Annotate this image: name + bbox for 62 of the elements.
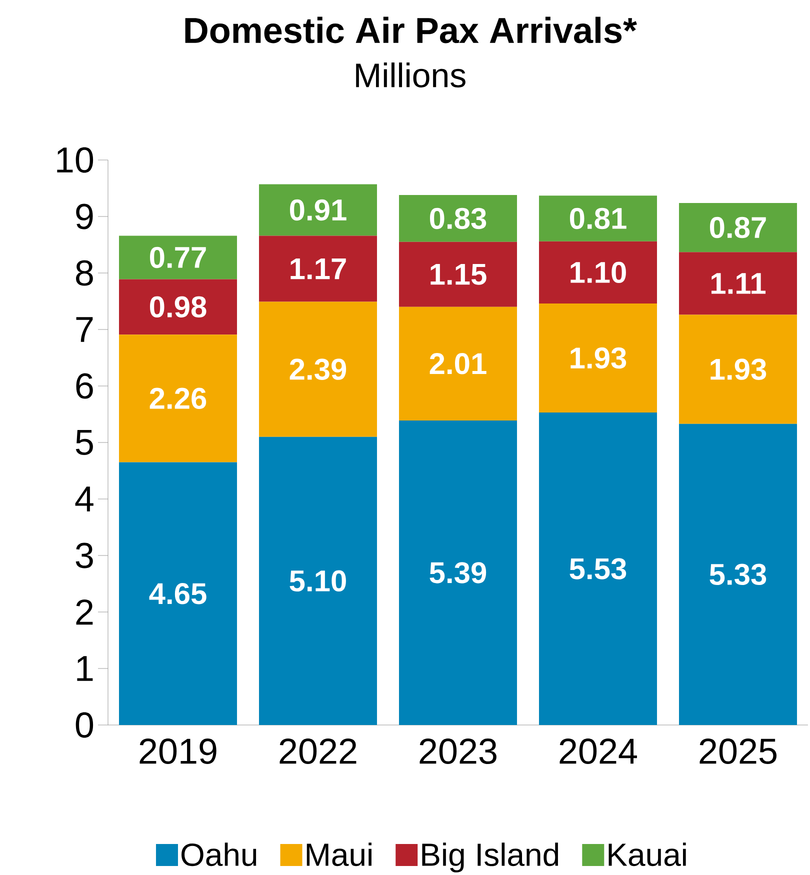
- chart-subtitle: Millions: [356, 62, 466, 88]
- data-label: 1.93: [710, 358, 766, 380]
- y-tick-label: 10: [57, 147, 94, 173]
- y-tick-label: 6: [76, 373, 93, 399]
- chart-title: Domestic Air Pax Arrivals*: [185, 16, 637, 44]
- bar: [119, 334, 237, 462]
- bar: [538, 196, 657, 242]
- y-tick-label: 9: [76, 204, 93, 230]
- y-tick-label: 3: [76, 542, 93, 568]
- bar: [678, 314, 797, 424]
- legend-label: Big Island: [422, 842, 558, 872]
- y-tick-label: 4: [75, 486, 94, 512]
- bar: [398, 195, 517, 242]
- data-label: 0.81: [570, 208, 626, 230]
- bar: [678, 252, 797, 315]
- data-label: 0.77: [150, 246, 206, 268]
- data-label: 4.65: [149, 583, 206, 604]
- bar: [259, 302, 377, 437]
- y-tick-label: 1: [77, 656, 93, 681]
- x-tick-label: 2024: [560, 738, 637, 764]
- y-tick-label: 2: [76, 599, 93, 625]
- bar: [678, 202, 797, 252]
- x-tick-label: 2023: [420, 738, 496, 764]
- data-label: 2.01: [430, 353, 486, 374]
- data-label: 5.53: [570, 558, 626, 580]
- data-label: 0.87: [710, 216, 766, 238]
- data-label: 5.39: [430, 562, 486, 584]
- data-label: 1.17: [290, 258, 346, 280]
- bar: [259, 236, 377, 302]
- x-tick-label: 2025: [700, 738, 777, 764]
- bar: [119, 279, 237, 335]
- data-label: 1.10: [570, 262, 626, 284]
- data-label: 5.10: [290, 570, 346, 592]
- x-tick-label: 2022: [280, 738, 356, 764]
- bar: [259, 184, 377, 236]
- data-label: 1.11: [712, 273, 766, 294]
- data-label: 0.83: [430, 208, 486, 230]
- legend-label: Maui: [306, 842, 372, 866]
- y-tick-label: 5: [76, 430, 93, 456]
- bar: [678, 424, 797, 725]
- bar: [538, 241, 657, 304]
- bar: [398, 420, 517, 725]
- data-label: 1.93: [570, 347, 626, 369]
- data-label: 2.39: [290, 358, 346, 380]
- bar: [119, 236, 237, 280]
- legend-label: Kauai: [608, 842, 686, 866]
- bar: [538, 304, 657, 413]
- data-label: 1.15: [430, 264, 486, 285]
- data-label: 0.91: [290, 199, 346, 221]
- data-label: 2.26: [150, 388, 206, 410]
- y-tick-label: 7: [76, 317, 93, 342]
- data-label: 5.33: [710, 564, 766, 586]
- bar: [119, 462, 237, 725]
- bar: [398, 306, 517, 420]
- y-tick-label: 8: [76, 260, 93, 286]
- bar: [538, 412, 657, 725]
- data-label: 0.98: [150, 296, 206, 318]
- bar: [398, 242, 517, 307]
- bar: [259, 436, 377, 725]
- legend-label: Oahu: [182, 842, 256, 866]
- x-tick-label: 2019: [140, 738, 216, 764]
- y-tick-label: 0: [76, 712, 94, 738]
